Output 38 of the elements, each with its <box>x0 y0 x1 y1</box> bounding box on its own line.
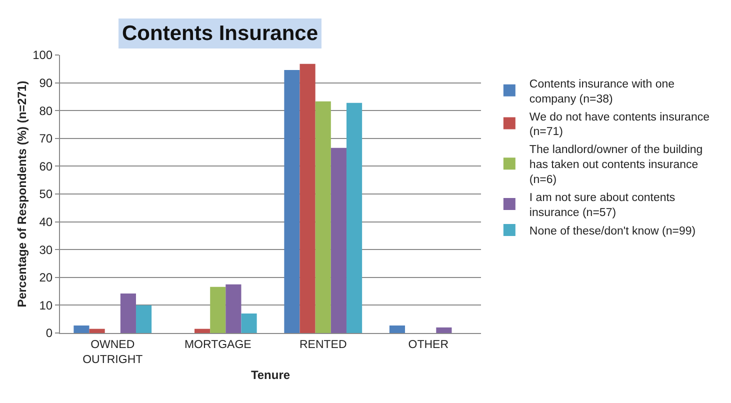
x-tick-label: RENTED <box>299 338 347 351</box>
bar <box>89 328 105 333</box>
y-tick-label: 40 <box>39 215 53 229</box>
x-axis-title: Tenure <box>250 368 290 382</box>
bar <box>315 101 331 333</box>
legend-label: The landlord/owner of the building has taken out contents insurance (n=6) <box>529 144 703 186</box>
bar <box>346 102 362 333</box>
bar <box>284 70 300 333</box>
bar <box>300 64 316 333</box>
chart-title: Contents Insurance <box>122 22 318 45</box>
bar <box>241 314 257 333</box>
bar <box>389 325 406 333</box>
bar <box>210 286 226 333</box>
bar <box>120 294 136 333</box>
x-tick-label: OTHER <box>408 338 449 351</box>
y-tick-label: 60 <box>39 159 53 174</box>
y-tick-label: 100 <box>32 48 53 62</box>
legend-label: None of these/don't know (n=99) <box>529 225 696 238</box>
bar <box>136 305 152 333</box>
x-tick-label: MORTGAGE <box>184 338 252 351</box>
bar <box>436 327 452 333</box>
y-tick-label: 10 <box>39 298 53 312</box>
legend-label: We do not have contents insurance (n=71) <box>529 111 710 138</box>
bar <box>226 284 242 333</box>
y-tick-label: 90 <box>39 76 53 90</box>
y-tick-label: 80 <box>39 104 53 118</box>
bar <box>194 328 210 333</box>
y-tick-label: 0 <box>46 326 53 340</box>
y-tick-label: 20 <box>39 270 53 285</box>
y-axis-title: Percentage of Respondents (%) (n=271) <box>15 80 29 308</box>
legend-label: Contents insurance with one company (n=38) <box>529 78 675 106</box>
bar <box>330 148 346 333</box>
y-tick-label: 50 <box>39 187 53 202</box>
bar <box>74 325 90 333</box>
legend-label: I am not sure about contents insurance (n=57) <box>529 192 676 219</box>
y-tick-label: 70 <box>39 132 53 146</box>
x-tick-label: OWNED OUTRIGHT <box>82 338 143 366</box>
y-tick-label: 30 <box>39 242 53 257</box>
